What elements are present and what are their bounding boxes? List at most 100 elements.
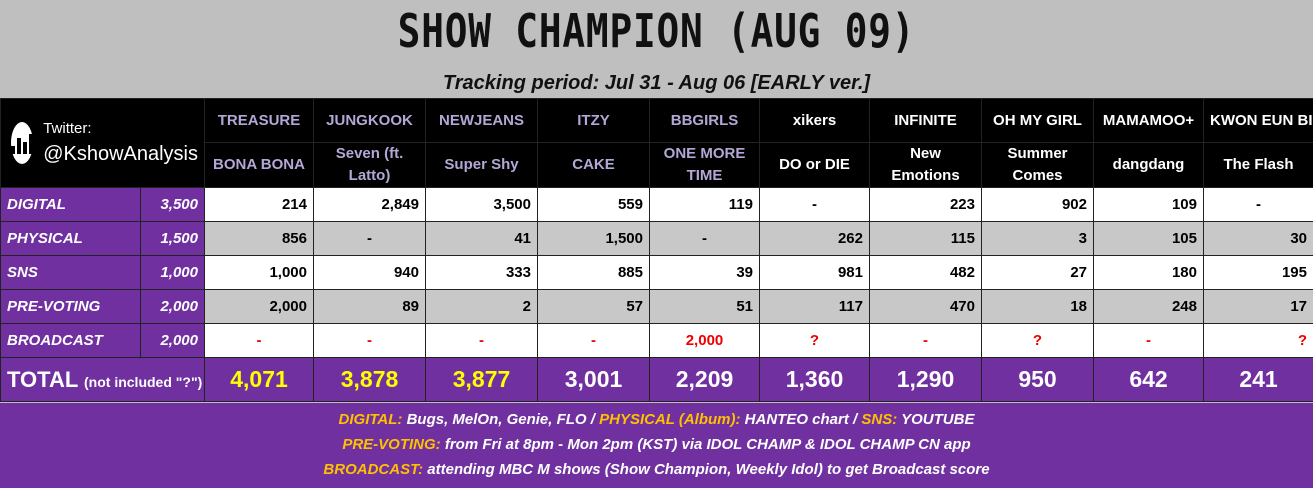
artist-header: NEWJEANS (425, 98, 538, 143)
score-cell: 17 (1203, 289, 1313, 324)
total-note: (not included "?") (84, 373, 203, 390)
score-cell: 214 (204, 187, 314, 222)
row-physical: PHYSICAL 1,500 856 - 41 1,500 - 262 115 … (0, 221, 1313, 256)
row-sns: SNS 1,000 1,000 940 333 885 39 981 482 2… (0, 255, 1313, 290)
category-max: 1,000 (140, 255, 205, 290)
row-digital: DIGITAL 3,500 214 2,849 3,500 559 119 - … (0, 187, 1313, 222)
row-pre-voting: PRE-VOTING 2,000 2,000 89 2 57 51 117 47… (0, 289, 1313, 324)
score-cell: 109 (1093, 187, 1204, 222)
score-cell: 119 (649, 187, 760, 222)
score-cell: 248 (1093, 289, 1204, 324)
song-title: dangdang (1093, 142, 1204, 188)
song-title: Super Shy (425, 142, 538, 188)
bar-chart-icon (11, 122, 34, 164)
song-title: BONA BONA (204, 142, 314, 188)
score-cell: 470 (869, 289, 982, 324)
artist-header: ITZY (537, 98, 650, 143)
score-cell: 223 (869, 187, 982, 222)
score-cell: 482 (869, 255, 982, 290)
score-cell: 195 (1203, 255, 1313, 290)
total-cell: 642 (1093, 357, 1204, 402)
category-max: 1,500 (140, 221, 205, 256)
score-table: Twitter: @KshowAnalysis TREASURE JUNGKOO… (0, 98, 1313, 402)
category-label: PRE-VOTING (0, 289, 141, 324)
score-cell: - (1203, 187, 1313, 222)
score-cell: 1,000 (204, 255, 314, 290)
score-cell: 2 (425, 289, 538, 324)
song-title: New Emotions (869, 142, 982, 188)
score-cell: 180 (1093, 255, 1204, 290)
score-cell: 18 (981, 289, 1094, 324)
tracking-period: Tracking period: Jul 31 - Aug 06 [EARLY … (442, 72, 871, 94)
score-cell: 117 (759, 289, 870, 324)
score-cell: - (649, 221, 760, 256)
total-cell: 2,209 (649, 357, 760, 402)
score-cell: 41 (425, 221, 538, 256)
artist-header: BBGIRLS (649, 98, 760, 143)
artist-header: JUNGKOOK (313, 98, 426, 143)
score-cell: ? (1203, 323, 1313, 358)
score-cell: 51 (649, 289, 760, 324)
total-label: TOTAL (not included "?") (0, 357, 205, 402)
score-cell: 105 (1093, 221, 1204, 256)
score-cell: 885 (537, 255, 650, 290)
score-cell: 2,849 (313, 187, 426, 222)
song-title: Seven (ft. Latto) (313, 142, 426, 188)
total-cell: 1,360 (759, 357, 870, 402)
score-cell: 2,000 (204, 289, 314, 324)
footer-line-2: PRE-VOTING: from Fri at 8pm - Mon 2pm (K… (342, 436, 971, 453)
row-broadcast: BROADCAST 2,000 - - - - 2,000 ? - ? - ? (0, 323, 1313, 358)
score-cell: 89 (313, 289, 426, 324)
category-label: PHYSICAL (0, 221, 141, 256)
score-cell: - (204, 323, 314, 358)
artist-header: TREASURE (204, 98, 314, 143)
artist-header: MAMAMOO+ (1093, 98, 1204, 143)
page-title: SHOW CHAMPION (AUG 09) (397, 4, 916, 58)
category-max: 2,000 (140, 289, 205, 324)
total-cell: 3,877 (425, 357, 538, 402)
song-title: Summer Comes (981, 142, 1094, 188)
score-cell: 559 (537, 187, 650, 222)
total-cell: 3,001 (537, 357, 650, 402)
score-cell: 333 (425, 255, 538, 290)
score-cell: 981 (759, 255, 870, 290)
category-label: BROADCAST (0, 323, 141, 358)
header: SHOW CHAMPION (AUG 09) Tracking period: … (0, 0, 1313, 98)
total-cell: 950 (981, 357, 1094, 402)
artist-header: INFINITE (869, 98, 982, 143)
footer-line-3: BROADCAST: attending MBC M shows (Show C… (323, 461, 990, 478)
artist-header: KWON EUN BI (1203, 98, 1313, 143)
category-label: DIGITAL (0, 187, 141, 222)
total-cell: 4,071 (204, 357, 314, 402)
twitter-handle: @KshowAnalysis (43, 143, 198, 165)
total-cell: 241 (1203, 357, 1313, 402)
score-cell: 39 (649, 255, 760, 290)
category-max: 2,000 (140, 323, 205, 358)
song-title: ONE MORE TIME (649, 142, 760, 188)
total-cell: 1,290 (869, 357, 982, 402)
score-cell: 30 (1203, 221, 1313, 256)
score-cell: - (313, 221, 426, 256)
song-title: CAKE (537, 142, 650, 188)
song-title: The Flash (1203, 142, 1313, 188)
score-cell: 57 (537, 289, 650, 324)
category-max: 3,500 (140, 187, 205, 222)
score-cell: 27 (981, 255, 1094, 290)
score-cell: 856 (204, 221, 314, 256)
footer-legend: DIGITAL: Bugs, MelOn, Genie, FLO / PHYSI… (0, 403, 1313, 488)
score-cell: - (759, 187, 870, 222)
score-cell: - (869, 323, 982, 358)
twitter-label: Twitter: (43, 120, 92, 137)
score-cell: ? (981, 323, 1094, 358)
song-title: DO or DIE (759, 142, 870, 188)
score-cell: 115 (869, 221, 982, 256)
score-cell: - (425, 323, 538, 358)
score-cell: - (537, 323, 650, 358)
score-cell: 262 (759, 221, 870, 256)
brand-block: Twitter: @KshowAnalysis (0, 98, 205, 188)
score-cell: - (1093, 323, 1204, 358)
score-cell: 2,000 (649, 323, 760, 358)
score-cell: 3 (981, 221, 1094, 256)
total-cell: 3,878 (313, 357, 426, 402)
score-cell: 902 (981, 187, 1094, 222)
